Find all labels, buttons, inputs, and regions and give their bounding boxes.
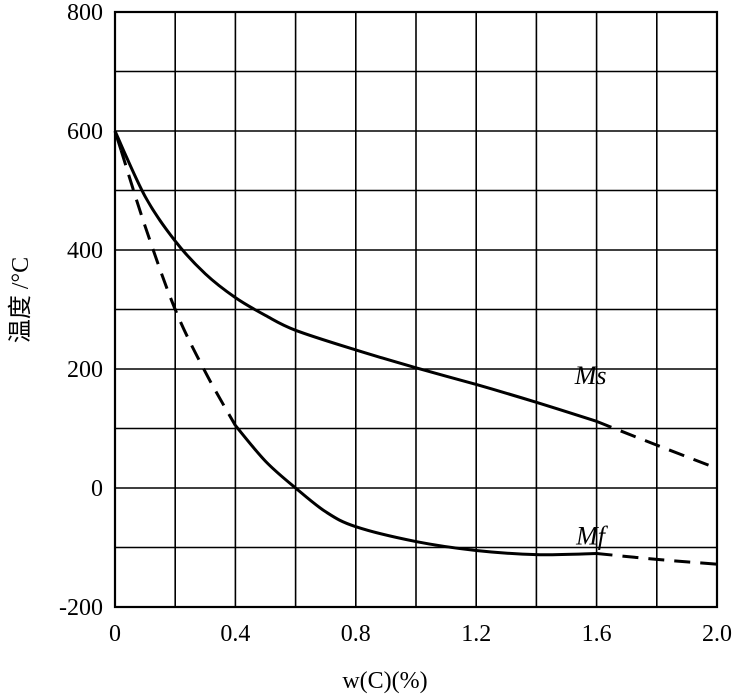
y-tick-label: 0	[91, 476, 103, 502]
series-labels: Ms Mf	[574, 361, 609, 551]
series-label-mf: Mf	[575, 522, 609, 551]
series-label-ms: Ms	[574, 361, 607, 390]
y-axis-label: 温度 /°C	[7, 257, 34, 343]
series-ms-dashed-segment	[596, 419, 718, 470]
x-tick-label: 0.4	[220, 621, 250, 647]
x-tick-label: 1.2	[461, 621, 491, 647]
y-tick-label: -200	[59, 595, 103, 621]
plot-frame	[113, 10, 719, 609]
grid	[113, 10, 719, 609]
x-tick-label: 2.0	[702, 621, 732, 647]
y-tick-label: 400	[67, 238, 103, 264]
x-tick-label: 1.6	[582, 621, 612, 647]
x-tick-label: 0.8	[341, 621, 371, 647]
series-mf-solid-segment	[234, 424, 597, 557]
series-mf-solid-segment	[113, 130, 123, 151]
x-axis-label: w(C)(%)	[342, 668, 427, 694]
y-tick-label: 800	[67, 0, 103, 26]
series-lines	[113, 130, 718, 566]
series-mf-dashed-segment	[596, 551, 718, 566]
series-mf-dashed-segment	[119, 149, 237, 427]
y-tick-label: 600	[67, 119, 103, 145]
x-tick-label: 0	[109, 621, 121, 647]
y-tick-label: 200	[67, 357, 103, 383]
series-ms-solid-segment	[113, 130, 598, 423]
